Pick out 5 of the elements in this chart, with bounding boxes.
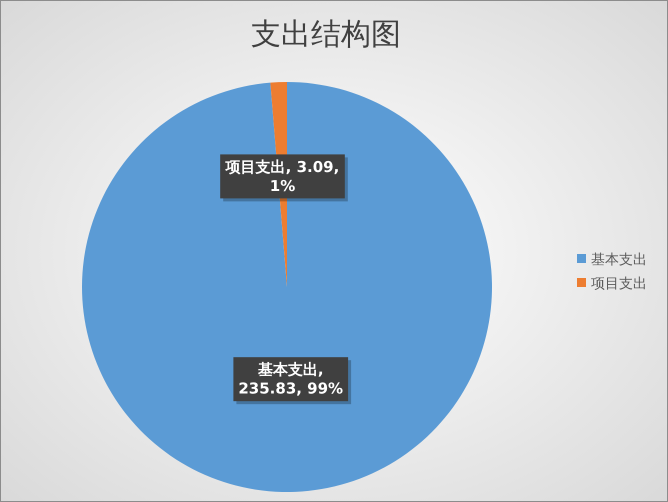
legend-label: 基本支出 (591, 252, 647, 268)
title: 支出结构图 (251, 17, 401, 52)
data-label: 项目支出, 3.09, 1% (224, 158, 340, 195)
legend-label: 项目支出 (591, 276, 647, 292)
data-label: 基本支出, 235.83, 99% (238, 360, 344, 398)
